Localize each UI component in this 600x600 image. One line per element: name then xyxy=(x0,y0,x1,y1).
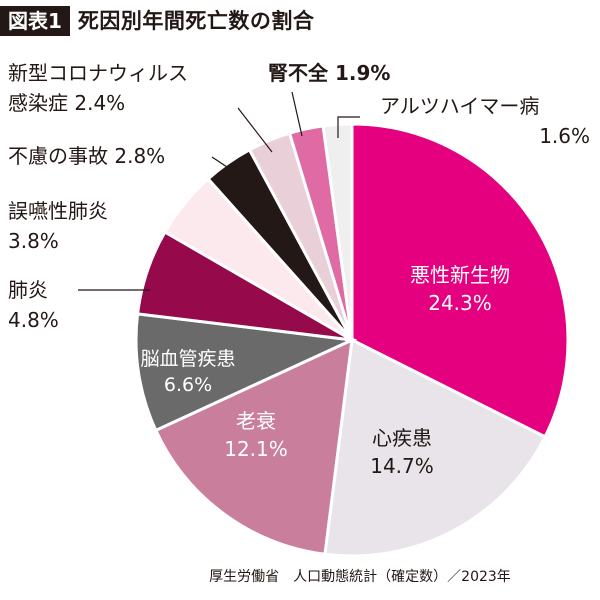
slice-1 xyxy=(350,122,570,439)
slice-label-4-line-2: 6.6% xyxy=(164,374,212,396)
slice-label-9-line-1: 腎不全 1.9% xyxy=(268,61,390,85)
chart-title: 死因別年間死亡数の割合 xyxy=(77,9,315,33)
slice-label-4-line-1: 脳血管疾患 xyxy=(140,348,235,370)
slice-label-3-line-2: 12.1% xyxy=(224,437,288,461)
slice-label-7-line-1: 不慮の事故 2.8% xyxy=(8,144,165,168)
slice-label-1-line-1: 悪性新生物 xyxy=(410,263,510,287)
slice-2 xyxy=(323,337,548,558)
leader-line-8 xyxy=(237,107,273,153)
leader-line-10 xyxy=(337,116,360,138)
slice-label-1-line-2: 24.3% xyxy=(428,291,492,315)
slice-label-5-line-1: 肺炎 xyxy=(8,278,48,302)
slice-label-2-line-1: 心疾患 xyxy=(372,426,432,450)
slice-label-2-line-2: 14.7% xyxy=(370,454,434,478)
slice-label-10-line-2: 1.6% xyxy=(539,124,590,148)
figure-tag: 図表1 xyxy=(0,6,70,36)
leader-line-7 xyxy=(211,156,237,174)
slice-3 xyxy=(153,337,354,556)
leader-line-9 xyxy=(291,91,303,137)
chart-header: 図表1 死因別年間死亡数の割合 xyxy=(0,0,314,40)
slice-4 xyxy=(134,312,358,433)
slice-label-6-line-1: 誤嚥性肺炎 xyxy=(8,199,108,223)
slice-label-3-line-1: 老衰 xyxy=(236,409,276,433)
slice-label-8-line-2: 感染症 2.4% xyxy=(8,91,125,115)
slice-label-6-line-2: 3.8% xyxy=(8,229,59,253)
slice-label-5-line-2: 4.8% xyxy=(8,308,59,332)
source-note: 厚生労働省 人口動態統計（確定数）／2023年 xyxy=(209,569,511,585)
slice-label-10-line-1: アルツハイマー病 xyxy=(380,94,539,118)
slice-label-8-line-1: 新型コロナウィルス xyxy=(8,61,188,85)
